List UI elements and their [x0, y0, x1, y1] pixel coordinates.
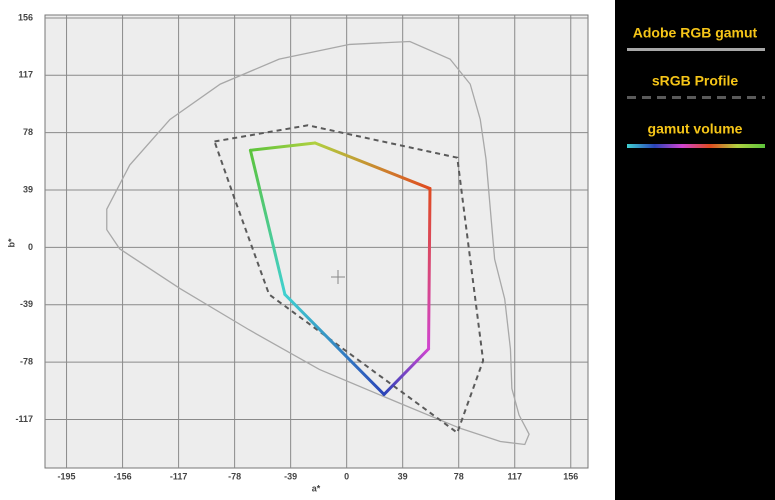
y-tick-label: 156 — [18, 12, 33, 22]
legend: Adobe RGB gamut sRGB Profile gamut volume — [627, 25, 765, 148]
series-segment — [248, 148, 287, 296]
legend-label: Adobe RGB gamut — [633, 25, 758, 41]
x-tick-label: -117 — [170, 471, 188, 481]
y-tick-label: -39 — [20, 299, 33, 309]
x-tick-label: 0 — [344, 471, 349, 481]
legend-panel — [615, 0, 775, 500]
y-tick-label: 0 — [28, 242, 33, 252]
y-tick-label: 117 — [18, 70, 33, 80]
series-segment — [283, 292, 386, 396]
series-segment — [382, 347, 431, 396]
legend-swatch — [627, 48, 765, 51]
legend-label: gamut volume — [648, 121, 743, 137]
x-tick-label: -39 — [284, 471, 297, 481]
y-axis-label: b* — [6, 238, 16, 247]
series-segment — [427, 187, 432, 351]
x-tick-label: -156 — [114, 471, 132, 481]
x-axis-label: a* — [312, 483, 321, 493]
x-tick-label: 78 — [454, 471, 464, 481]
series-segment — [248, 141, 317, 152]
x-tick-label: -78 — [228, 471, 241, 481]
series-segment — [313, 141, 432, 191]
series-line — [106, 40, 530, 446]
x-tick-label: 39 — [398, 471, 408, 481]
marks — [106, 40, 530, 446]
legend-label: sRGB Profile — [652, 73, 739, 89]
x-tick-label: 156 — [563, 471, 578, 481]
x-tick-label: -195 — [58, 471, 76, 481]
y-tick-label: 39 — [23, 184, 33, 194]
grid — [45, 15, 588, 468]
legend-swatch — [627, 144, 765, 148]
y-tick-label: 78 — [23, 127, 33, 137]
plot-area — [44, 14, 589, 469]
white-point — [331, 270, 345, 284]
series-line — [213, 124, 485, 435]
y-tick-label: -117 — [15, 414, 33, 424]
x-tick-label: 117 — [507, 471, 522, 481]
y-tick-label: -78 — [20, 356, 33, 366]
